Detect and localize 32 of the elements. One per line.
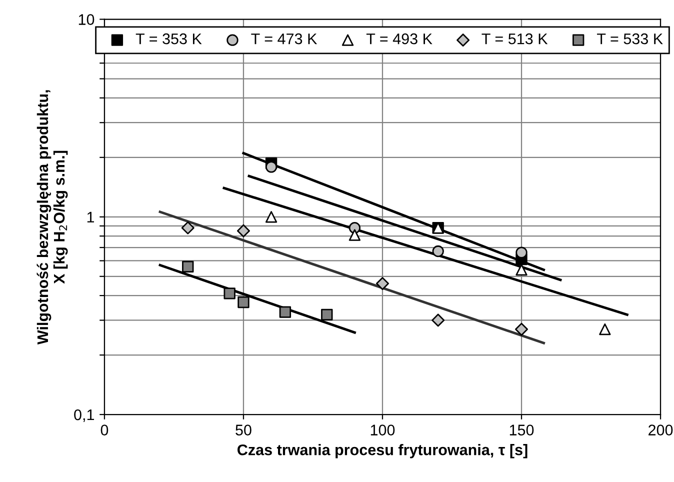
point (516, 264, 528, 276)
y-tick-label: 0,1 (74, 409, 94, 422)
x-tick-label: 100 (370, 424, 395, 436)
point (432, 245, 444, 258)
y-axis-title: Wilgotność bezwzględna produktu, X [kg H$_{2}$O/kg s.m.] (36, 90, 68, 345)
y-tick-label: 10 (78, 14, 94, 25)
point (265, 211, 278, 223)
legend-label: T = 473 K (251, 33, 318, 44)
point (515, 322, 528, 336)
point (599, 323, 611, 336)
x-axis-title: Czas trwania procesu fryturowania, τ [s] (238, 444, 528, 458)
x-tick-label: 50 (236, 424, 252, 436)
point (321, 308, 333, 321)
point (236, 224, 250, 238)
point (432, 314, 445, 327)
y-tick-label: 1 (87, 212, 94, 222)
point (279, 306, 292, 318)
legend-label: T = 533 K (597, 33, 663, 44)
point (516, 246, 528, 258)
point (265, 161, 278, 173)
point (224, 288, 236, 300)
x-tick-label: 0 (100, 424, 108, 436)
legend-label: T = 493 K (366, 33, 432, 44)
legend-label: T = 513 K (482, 33, 548, 44)
x-tick-label: 200 (648, 424, 673, 436)
legend-label: T = 353 K (136, 33, 202, 44)
point (181, 221, 194, 234)
point (182, 260, 194, 273)
point (238, 296, 250, 308)
point (376, 277, 389, 290)
point (348, 229, 361, 241)
x-tick-label: 150 (510, 424, 534, 436)
